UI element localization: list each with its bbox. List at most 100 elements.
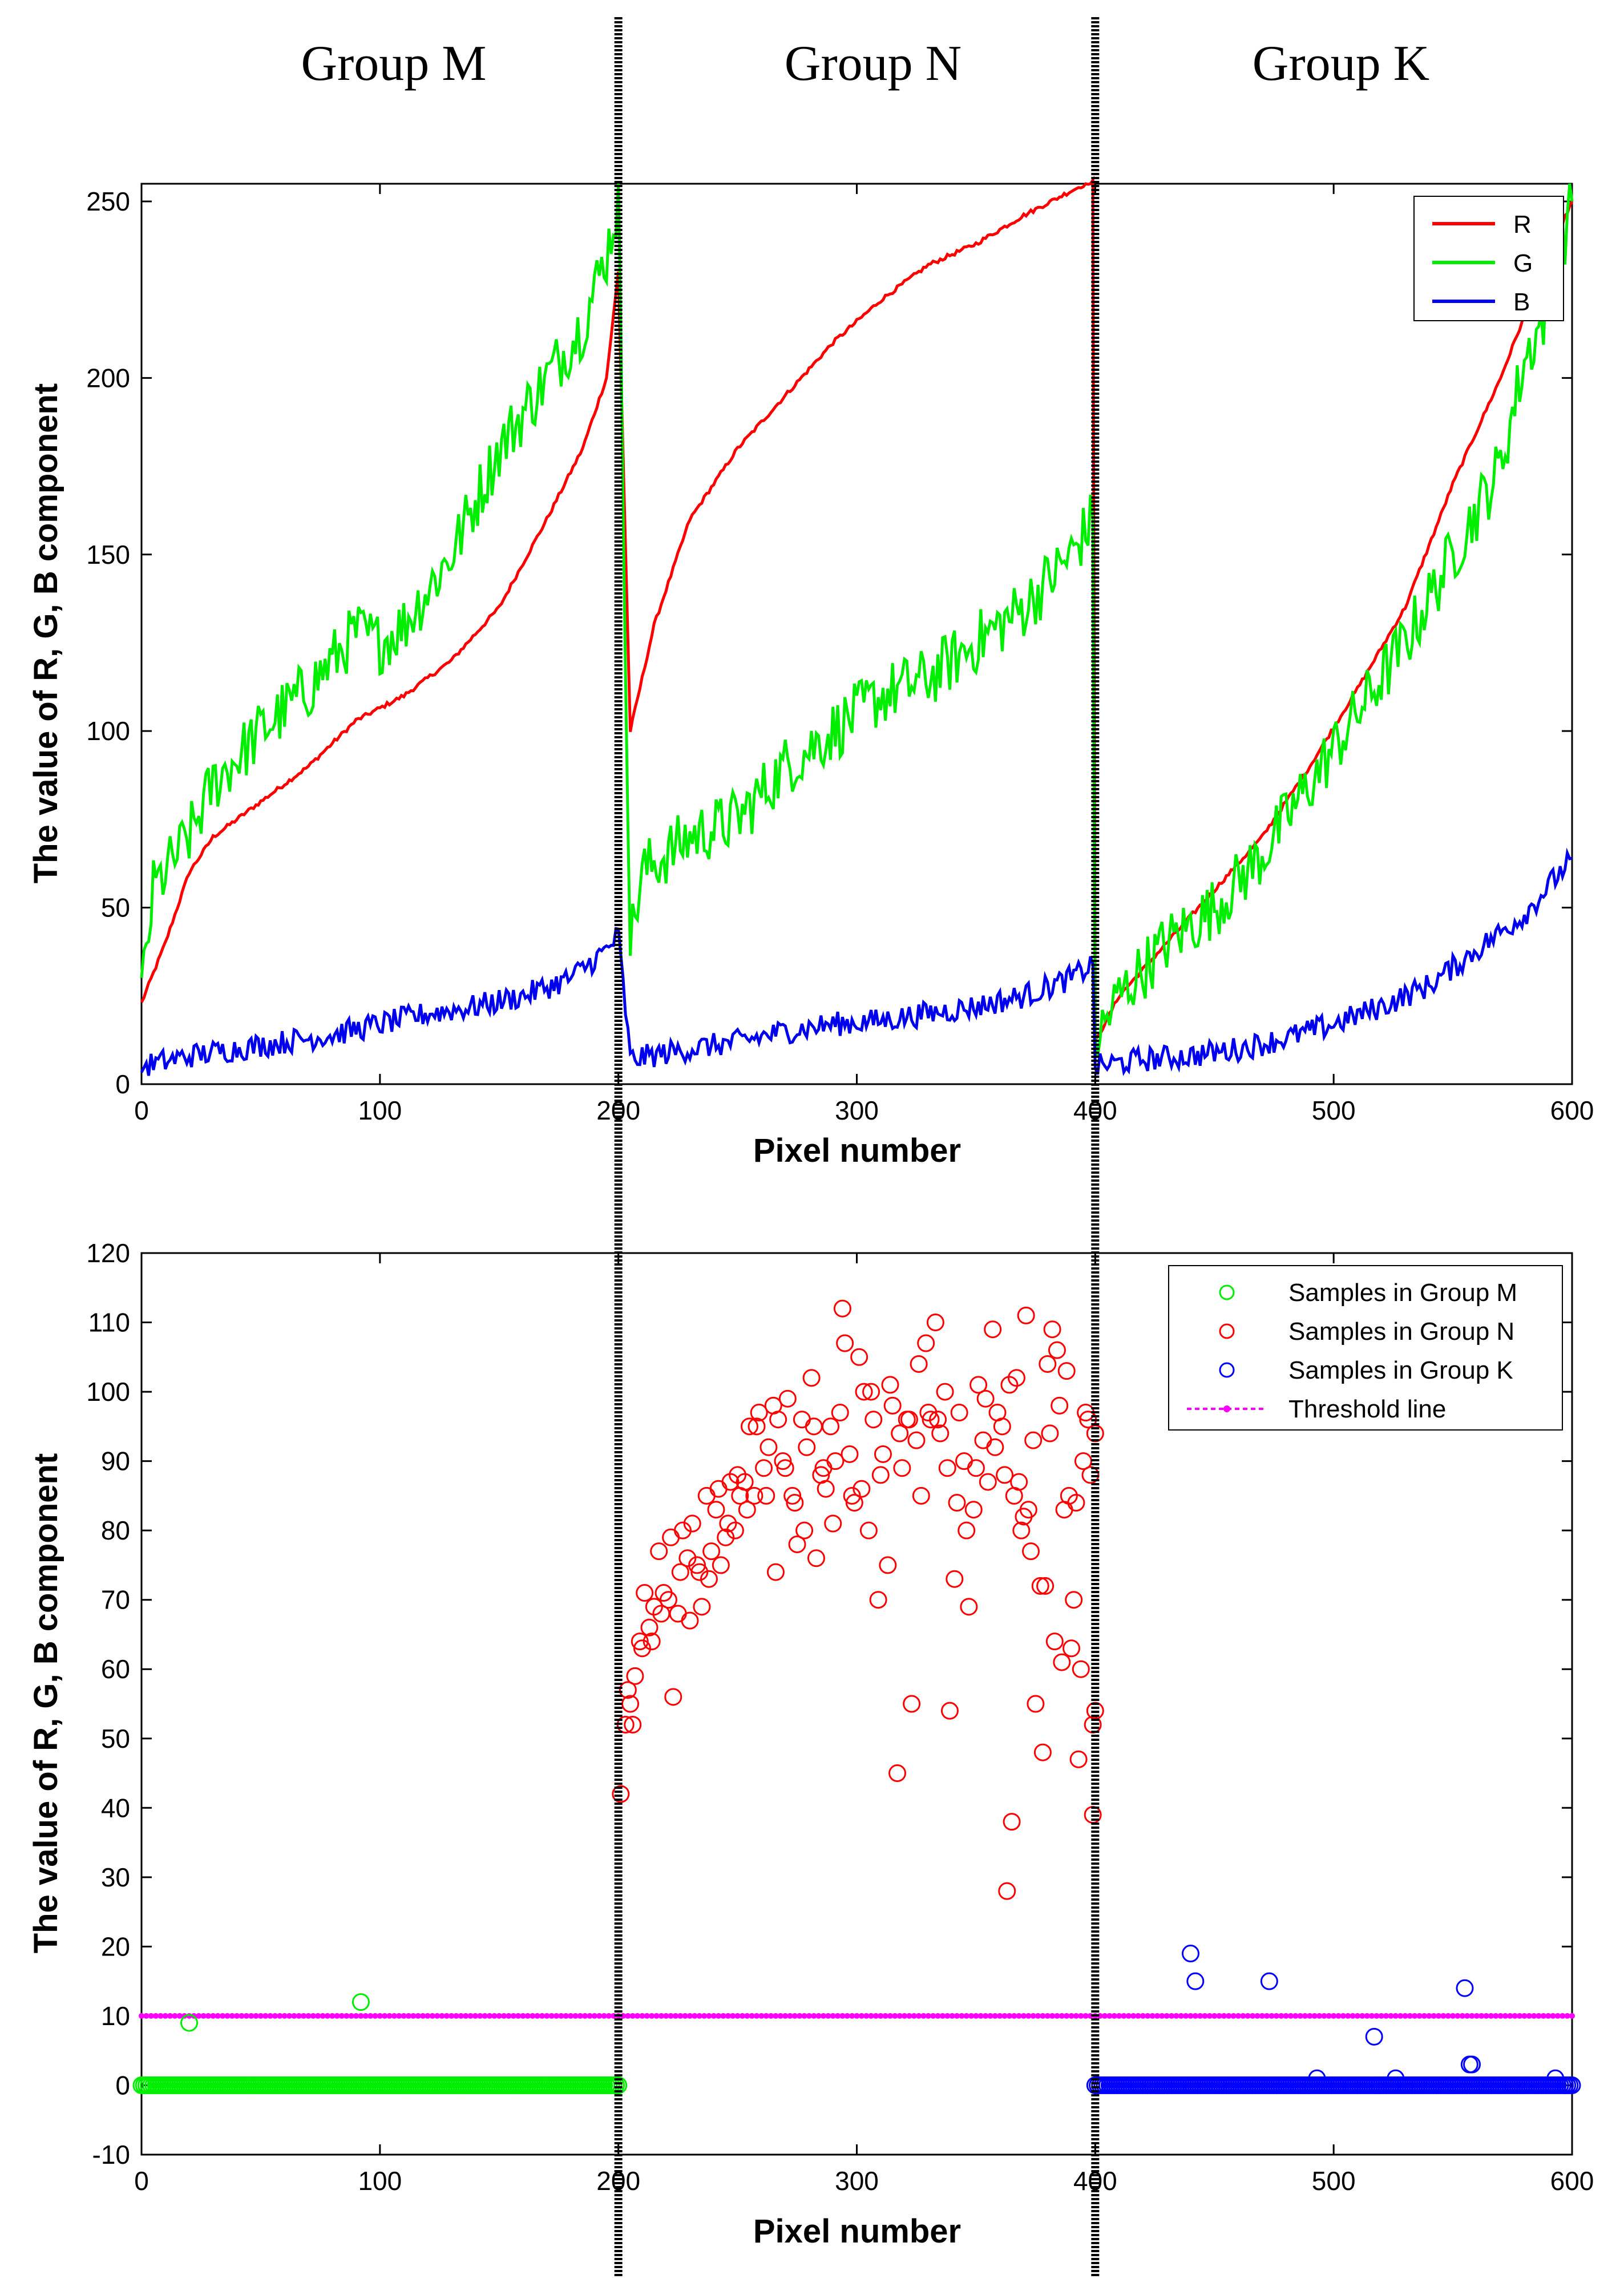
threshold-marker [983, 2013, 989, 2019]
threshold-marker [1550, 2013, 1556, 2019]
threshold-marker [539, 2013, 545, 2019]
group-n-point [652, 1605, 670, 1623]
bottom-y-tick-label: 110 [88, 1308, 130, 1338]
threshold-marker [1512, 2013, 1518, 2019]
threshold-marker [887, 2013, 893, 2019]
threshold-marker [797, 2013, 803, 2019]
threshold-marker [1450, 2013, 1456, 2019]
threshold-marker [992, 2013, 998, 2019]
threshold-marker [405, 2013, 411, 2019]
threshold-marker [1273, 2013, 1279, 2019]
threshold-marker [782, 2013, 789, 2019]
top-legend: R G B [1413, 196, 1564, 321]
threshold-marker [1116, 2013, 1122, 2019]
threshold-marker [157, 2013, 164, 2019]
threshold-marker [1560, 2013, 1566, 2019]
threshold-marker [1292, 2013, 1299, 2019]
group-n-point [788, 1535, 806, 1553]
threshold-marker [563, 2013, 569, 2019]
threshold-marker [420, 2013, 426, 2019]
threshold-marker [139, 2013, 144, 2019]
group-n-point [748, 1417, 766, 1436]
threshold-marker [806, 2013, 812, 2019]
group-n-point [707, 1501, 725, 1519]
group-n-point [1051, 1396, 1069, 1415]
group-n-point [979, 1473, 997, 1491]
top-x-tick-label: 600 [1550, 1096, 1594, 1125]
group-n-point [855, 1383, 873, 1401]
top-x-tick-label: 100 [358, 1096, 402, 1125]
threshold-marker [1211, 2013, 1218, 2019]
group-n-point [940, 1702, 959, 1720]
bottom-y-tick-label: 10 [101, 2001, 130, 2031]
group-n-point [879, 1556, 897, 1574]
threshold-marker [835, 2013, 841, 2019]
threshold-marker [605, 2013, 612, 2019]
group-n-point [862, 1383, 880, 1401]
top-y-tick-label: 100 [86, 716, 130, 746]
group-n-point [891, 1424, 909, 1443]
group-n-point [1005, 1486, 1023, 1505]
group-n-point [917, 1334, 935, 1352]
threshold-marker [1364, 2013, 1370, 2019]
threshold-marker [849, 2013, 855, 2019]
group-n-point [1000, 1376, 1019, 1394]
threshold-marker [257, 2013, 264, 2019]
group-n-point [853, 1480, 871, 1498]
threshold-marker [248, 2013, 254, 2019]
group-m-point [180, 2014, 199, 2032]
threshold-marker [1078, 2013, 1084, 2019]
group-n-point [864, 1411, 883, 1429]
group-n-point [931, 1424, 950, 1443]
threshold-marker [591, 2013, 597, 2019]
group-n-point [986, 1438, 1004, 1456]
threshold-marker [1187, 2013, 1194, 2019]
threshold-marker [1206, 2013, 1213, 2019]
legend-group-k-marker [1219, 1362, 1235, 1378]
threshold-marker [1040, 2013, 1046, 2019]
threshold-marker [1121, 2013, 1127, 2019]
bottom-x-tick-label: 300 [835, 2166, 879, 2196]
group-n-point [757, 1486, 775, 1505]
group-n-point [760, 1438, 778, 1456]
group-n-point [958, 1521, 976, 1540]
threshold-marker [281, 2013, 288, 2019]
threshold-marker [1502, 2013, 1509, 2019]
threshold-marker [730, 2013, 736, 2019]
threshold-marker [220, 2013, 226, 2019]
threshold-marker [911, 2013, 917, 2019]
threshold-marker [1278, 2013, 1284, 2019]
group-m-point [609, 2076, 628, 2094]
group-n-point [650, 1542, 668, 1561]
group-n-point [960, 1598, 978, 1616]
threshold-marker [1183, 2013, 1189, 2019]
bottom-y-tick-label: 20 [101, 1932, 130, 1961]
group-n-point [1022, 1542, 1040, 1561]
threshold-marker [658, 2013, 664, 2019]
threshold-marker [763, 2013, 769, 2019]
threshold-marker [825, 2013, 831, 2019]
threshold-marker [534, 2013, 540, 2019]
threshold-marker [148, 2013, 154, 2019]
bottom-y-tick-label: 120 [86, 1238, 130, 1268]
threshold-marker [310, 2013, 316, 2019]
group-n-point [690, 1563, 709, 1581]
threshold-marker [1073, 2013, 1079, 2019]
threshold-marker [296, 2013, 302, 2019]
threshold-marker [925, 2013, 931, 2019]
legend-group-k-label: Samples in Group K [1288, 1356, 1513, 1384]
legend-r-label: R [1513, 211, 1532, 239]
threshold-marker [882, 2013, 888, 2019]
group-n-point [1024, 1431, 1043, 1449]
threshold-marker [1316, 2013, 1323, 2019]
threshold-marker [367, 2013, 374, 2019]
threshold-marker [382, 2013, 388, 2019]
group-n-point [969, 1376, 988, 1394]
threshold-marker [720, 2013, 726, 2019]
threshold-marker [1173, 2013, 1179, 2019]
threshold-marker [787, 2013, 793, 2019]
threshold-marker [663, 2013, 669, 2019]
threshold-marker [1335, 2013, 1342, 2019]
group-label-m: Group M [301, 36, 486, 91]
threshold-marker [205, 2013, 211, 2019]
